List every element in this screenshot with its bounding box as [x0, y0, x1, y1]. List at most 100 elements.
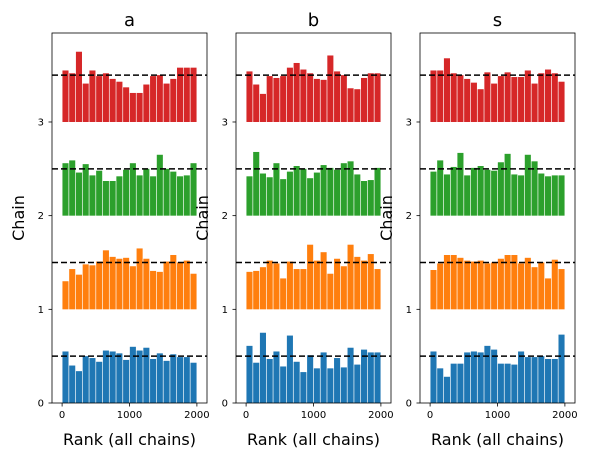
bar-chain-2 [156, 154, 163, 216]
bar-chain-0 [183, 357, 190, 403]
bar-chain-0 [334, 358, 341, 403]
bar-chain-2 [116, 176, 123, 216]
bar-chain-3 [545, 69, 552, 122]
bar-chain-1 [367, 254, 374, 310]
x-axis-label: Rank (all chains) [63, 430, 196, 449]
bar-chain-3 [437, 70, 444, 122]
bar-chain-3 [190, 67, 197, 122]
bar-chain-3 [450, 73, 457, 122]
y-tick-label: 2 [406, 211, 412, 222]
bar-chain-1 [75, 274, 82, 310]
bar-chain-1 [334, 258, 341, 310]
bar-chain-1 [361, 260, 368, 310]
bar-chain-0 [477, 352, 484, 403]
bar-chain-2 [177, 176, 184, 216]
bar-chain-0 [116, 353, 123, 403]
bar-chain-2 [183, 175, 190, 216]
bar-chain-1 [327, 273, 334, 310]
bar-chain-1 [246, 271, 253, 310]
bar-chain-3 [96, 76, 103, 122]
bar-chain-0 [524, 357, 531, 403]
bar-chain-3 [538, 73, 545, 122]
bar-chain-2 [82, 164, 89, 216]
bar-chain-1 [347, 244, 354, 310]
bar-chain-2 [102, 181, 109, 216]
bar-chain-0 [551, 358, 558, 403]
bar-chain-0 [129, 346, 136, 403]
bar-chain-3 [354, 89, 361, 122]
bar-chain-2 [491, 170, 498, 216]
bar-chain-3 [457, 75, 464, 122]
bar-chain-1 [504, 255, 511, 310]
bar-chain-0 [491, 349, 498, 403]
bar-chain-1 [531, 267, 538, 310]
bar-chain-1 [170, 255, 177, 310]
bar-chain-3 [156, 75, 163, 122]
bar-chain-3 [340, 75, 347, 122]
x-tick-label: 2000 [184, 410, 209, 421]
bar-chain-3 [367, 73, 374, 122]
bar-chain-1 [129, 266, 136, 310]
y-axis-label: Chain [9, 195, 28, 241]
x-axis-label: Rank (all chains) [431, 430, 564, 449]
panel-a: 0 1000 2000 0 1 2 3 a Rank (all chains) Chain [9, 10, 210, 449]
bar-chain-0 [457, 363, 464, 403]
panel-title: s [493, 10, 502, 31]
bar-chain-2 [340, 163, 347, 216]
bar-chain-2 [524, 154, 531, 216]
bar-chain-0 [246, 345, 253, 403]
bar-chain-0 [511, 364, 518, 403]
bar-chain-3 [327, 55, 334, 122]
x-tick-label: 0 [59, 410, 65, 421]
bar-chain-2 [551, 175, 558, 216]
bar-chain-1 [96, 261, 103, 310]
bar-chain-2 [109, 181, 116, 216]
x-tick-label: 0 [243, 410, 249, 421]
x-axis-label: Rank (all chains) [247, 430, 380, 449]
bar-chain-2 [129, 163, 136, 216]
bar-chain-2 [313, 172, 320, 216]
bar-chain-3 [374, 73, 381, 122]
bar-chain-0 [273, 351, 280, 403]
bar-chain-0 [443, 376, 450, 403]
bar-chain-1 [62, 281, 69, 310]
bar-chain-0 [102, 350, 109, 403]
bar-chain-0 [340, 367, 347, 403]
y-tick-label: 3 [406, 117, 412, 128]
bar-chain-2 [143, 168, 150, 216]
bar-chain-0 [327, 368, 334, 403]
bar-chain-2 [253, 151, 260, 216]
bar-chain-3 [170, 78, 177, 122]
bar-chain-1 [484, 263, 491, 310]
bar-chain-1 [374, 269, 381, 310]
bar-chain-3 [177, 67, 184, 122]
bar-chain-2 [170, 171, 177, 216]
bar-chain-3 [89, 70, 96, 122]
bar-chain-2 [259, 173, 266, 216]
bar-chain-3 [313, 78, 320, 122]
bar-chain-3 [183, 67, 190, 122]
bar-chain-0 [266, 358, 273, 403]
bar-chain-2 [504, 153, 511, 216]
bar-chain-1 [340, 266, 347, 310]
bar-chain-2 [246, 176, 253, 216]
bar-chain-1 [89, 265, 96, 310]
bar-chain-0 [313, 368, 320, 403]
bar-chain-2 [374, 167, 381, 216]
bar-chain-0 [150, 358, 157, 403]
bar-chain-1 [253, 270, 260, 310]
bar-chain-1 [497, 258, 504, 310]
bar-chain-2 [307, 178, 314, 216]
y-axis-label: Chain [193, 195, 212, 241]
bar-chain-1 [123, 257, 130, 310]
bar-chain-1 [183, 260, 190, 310]
bar-chain-3 [307, 73, 314, 122]
bar-chain-3 [163, 83, 170, 122]
bar-chain-2 [69, 160, 76, 216]
bar-chain-2 [457, 152, 464, 216]
bar-chain-0 [136, 350, 143, 403]
bar-chain-3 [361, 77, 368, 122]
bar-chain-0 [497, 363, 504, 403]
bar-chain-2 [75, 172, 82, 216]
bar-chain-0 [361, 349, 368, 403]
